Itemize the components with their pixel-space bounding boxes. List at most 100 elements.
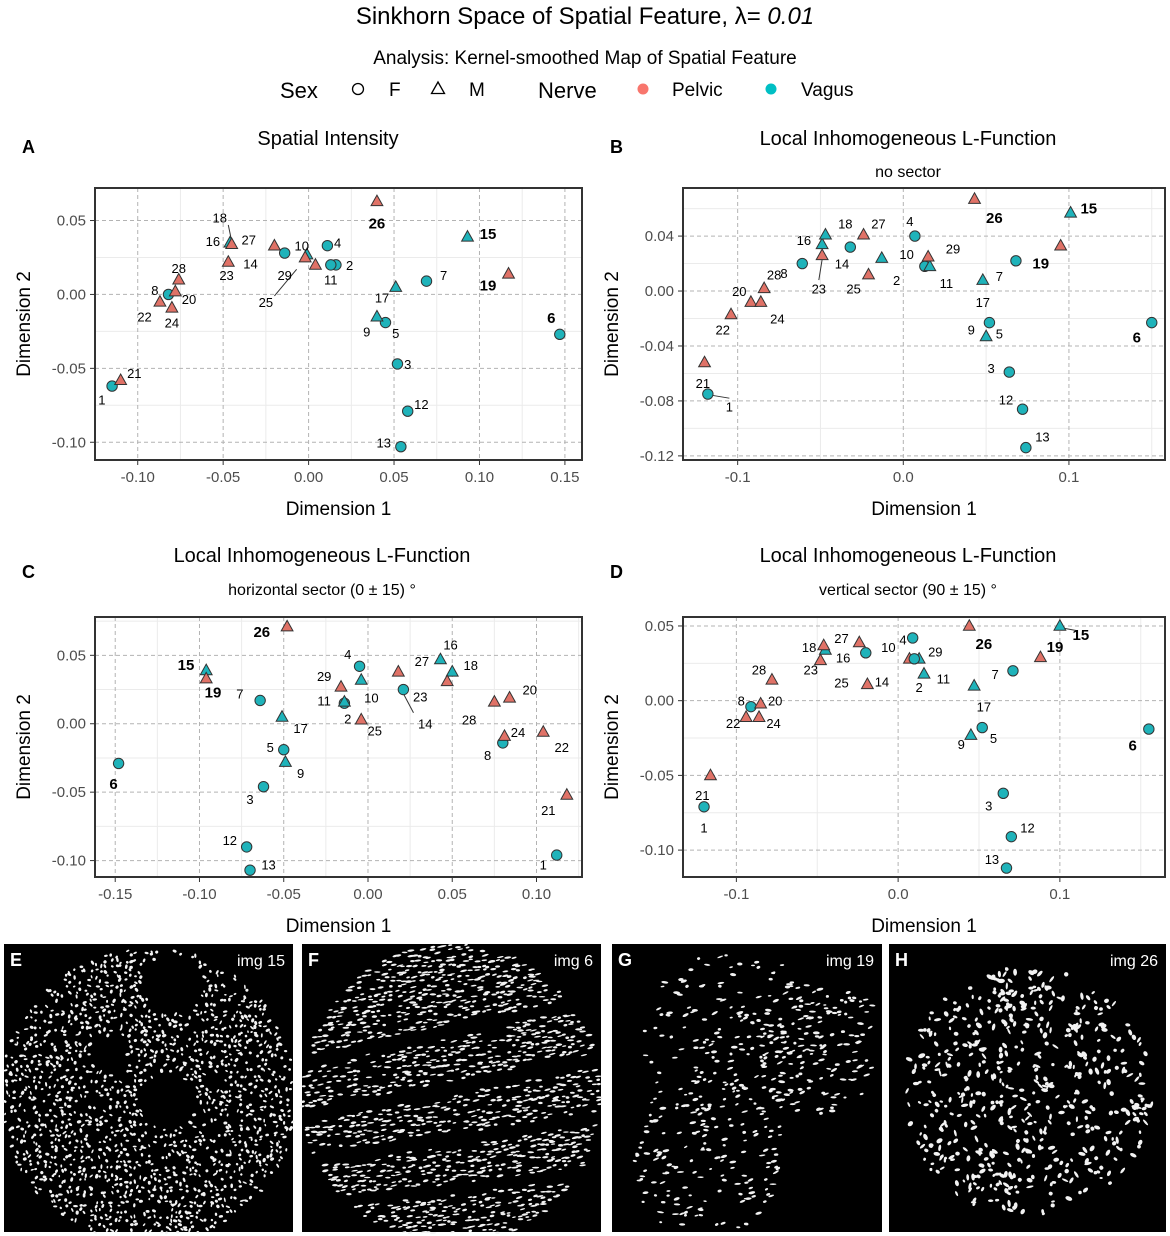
fiber-blob [552,1086,558,1089]
fiber-blob [129,1193,132,1197]
fiber-blob [507,1188,514,1191]
fiber-blob [258,1160,262,1165]
fiber-blob [501,1144,506,1148]
point-label-2: 2 [893,273,900,288]
fiber-blob [554,1147,562,1151]
fiber-blob [239,1124,243,1127]
fiber-blob [90,1158,94,1162]
x-tick-label: -0.05 [206,469,240,486]
fiber-blob [366,1025,371,1028]
fiber-blob [102,1140,106,1143]
fiber-blob [138,1199,143,1203]
fiber-blob [128,1069,133,1073]
fiber-blob [543,989,548,992]
point-label-13: 13 [377,435,391,450]
fiber-blob [179,952,183,956]
point-label-9: 9 [958,737,965,752]
fiber-blob [238,1094,242,1099]
fiber-blob [54,1028,58,1032]
fiber-blob [436,994,442,998]
fiber-blob [286,1103,289,1107]
fiber-blob [229,1209,233,1213]
fiber-blob [142,1040,147,1044]
fiber-blob [309,1104,316,1108]
fiber-blob [211,1100,215,1105]
fiber-blob [212,1139,216,1143]
point-25 [354,712,368,725]
fiber-blob [269,1153,273,1158]
fiber-blob [274,1053,277,1057]
fiber-blob [114,1178,118,1181]
fiber-blob [128,1120,132,1124]
fiber-blob [249,1068,253,1072]
fiber-blob [34,1019,37,1022]
fiber-blob [529,1171,536,1174]
fiber-blob [127,1160,132,1163]
fiber-blob [394,1171,401,1174]
fiber-blob [381,1033,386,1036]
fiber-blob [387,990,393,993]
fiber-blob [485,973,491,976]
fiber-blob [372,1000,378,1003]
fiber-blob [492,1188,498,1191]
fiber-blob [137,1163,142,1167]
fiber-blob [346,1192,352,1196]
fiber-blob [495,965,501,968]
fiber-blob [527,1151,534,1154]
fiber-blob [38,1155,42,1159]
fiber-blob [405,1108,412,1111]
fiber-blob [539,1168,547,1172]
fiber-blob [257,1064,261,1068]
fiber-blob [199,1099,202,1105]
fiber-blob [398,973,404,976]
fiber-blob [254,1139,258,1143]
point-14 [815,248,829,261]
fiber-blob [218,1040,223,1043]
point-label-29: 29 [317,669,331,684]
fiber-blob [480,1141,488,1144]
fiber-blob [278,1075,282,1078]
fiber-blob [572,1050,579,1053]
legend-sex-f: F [389,80,401,101]
fiber-blob [25,1150,29,1155]
fiber-blob [193,1031,197,1034]
fiber-blob [391,976,396,978]
fiber-blob [565,1053,571,1056]
fiber-blob [537,991,542,994]
fiber-blob [495,1151,502,1154]
fiber-blob [502,970,509,973]
fiber-blob [88,1016,92,1020]
fiber-blob [277,1036,282,1039]
fiber-blob [520,984,525,986]
fiber-blob [74,1004,79,1008]
fiber-blob [139,1148,142,1151]
fiber-blob [407,1165,414,1168]
fiber-blob [102,1008,107,1013]
fiber-blob [90,969,94,973]
fiber-blob [164,1183,169,1186]
fiber-blob [94,1217,97,1221]
fiber-blob [134,1222,138,1226]
fiber-blob [89,1174,93,1178]
fiber-blob [166,1054,170,1059]
fiber-blob [237,1090,242,1093]
fiber-blob [449,973,456,975]
fiber-blob [235,1049,240,1052]
fiber-blob [484,1197,490,1201]
fiber-blob [320,1064,327,1068]
point-label-21: 21 [695,788,709,803]
fiber-blob [169,1200,172,1203]
fiber-blob [245,1061,248,1065]
fiber-blob [153,1058,156,1063]
fiber-blob [496,975,502,978]
fiber-blob [192,1009,198,1012]
fiber-blob [224,1108,227,1111]
fiber-blob [542,999,549,1002]
fiber-blob [230,1196,233,1200]
fiber-blob [531,1019,536,1022]
fiber-blob [527,989,534,992]
fiber-blob [338,1124,343,1128]
fiber-blob [33,1141,35,1144]
fiber-blob [448,944,453,946]
fiber-blob [527,1135,533,1139]
